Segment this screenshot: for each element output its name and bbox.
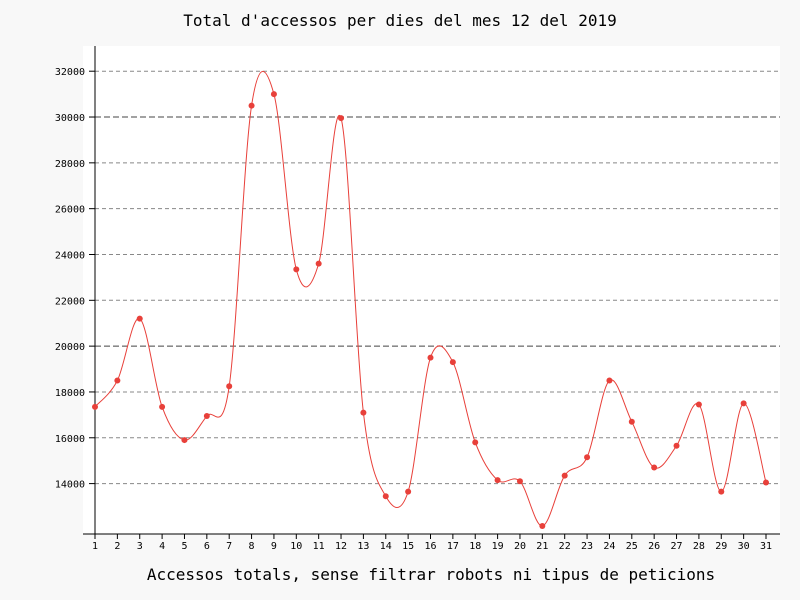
x-axis: 1 2 3 4 5 6 7 8 9 10 11 12 13 14 15 16 17 18 19 20 21 22 23 24 2… [83,533,780,552]
x-tick-label: 10 [290,541,302,552]
data-point [763,479,769,486]
x-tick-label: 27 [671,541,683,552]
series-line [94,70,767,527]
x-tick-label: 5 [181,541,187,552]
y-tick-label: 30000 [55,113,85,124]
x-tick-label: 4 [159,541,165,552]
x-tick-label: 13 [357,541,369,552]
x-tick-label: 23 [581,541,593,552]
data-point [628,418,635,425]
x-tick-label: 19 [492,541,504,552]
x-tick-label: 31 [760,541,772,552]
y-tick-label: 24000 [55,250,85,261]
chart-title: Total d'accessos per dies del mes 12 del… [183,11,616,30]
data-point [159,403,166,410]
x-tick-label: 21 [536,541,548,552]
x-axis-label: Accessos totals, sense filtrar robots ni… [147,565,715,584]
data-point [382,493,389,500]
data-point [293,266,300,273]
data-point [695,401,702,408]
y-tick-label: 26000 [55,205,85,216]
data-point [427,354,434,361]
data-point [405,488,412,495]
x-tick-label: 9 [271,541,277,552]
y-tick-label: 14000 [55,480,85,491]
data-point [606,377,613,384]
data-point [315,260,322,267]
plot-background [83,46,780,534]
y-tick-label: 20000 [55,342,85,353]
x-tick-label: 25 [626,541,638,552]
data-point [584,454,591,461]
data-point [136,315,143,322]
data-point [539,522,546,529]
data-point [270,91,277,98]
y-tick-label: 28000 [55,159,85,170]
data-point [494,477,501,484]
data-point [449,359,456,366]
x-tick-label: 7 [226,541,232,552]
y-tick-label: 18000 [55,388,85,399]
data-point [673,442,680,449]
data-point [203,413,210,420]
x-tick-label: 22 [559,541,571,552]
data-point [338,115,345,122]
data-point [181,437,188,444]
x-tick-label: 15 [402,541,414,552]
x-tick-label: 12 [335,541,347,552]
y-tick-label: 32000 [55,67,85,78]
x-tick-label: 17 [447,541,459,552]
series-group [92,70,769,529]
x-tick-label: 3 [137,541,143,552]
x-tick-label: 2 [114,541,120,552]
data-point [651,464,658,471]
x-tick-label: 20 [514,541,526,552]
data-point [718,488,725,495]
x-tick-label: 29 [715,541,727,552]
data-point [114,377,121,384]
x-tick-label: 18 [469,541,481,552]
data-point [92,403,98,410]
y-tick-label: 22000 [55,296,85,307]
x-tick-label: 11 [313,541,325,552]
data-point [226,383,233,390]
data-point [472,439,479,446]
x-tick-label: 8 [249,541,255,552]
y-tick-label: 16000 [55,434,85,445]
data-point [740,400,747,407]
x-tick-label: 26 [648,541,660,552]
x-tick-label: 1 [92,541,98,552]
x-tick-label: 30 [738,541,750,552]
x-tick-label: 6 [204,541,210,552]
data-point [248,102,255,109]
x-tick-label: 14 [380,541,392,552]
data-point [561,472,568,479]
x-tick-label: 28 [693,541,705,552]
data-point [516,478,523,485]
x-tick-label: 24 [603,541,615,552]
data-point [360,409,367,416]
x-tick-label: 16 [424,541,436,552]
y-axis: 14000 16000 18000 20000 22000 24000 26000 28000… [55,46,96,534]
